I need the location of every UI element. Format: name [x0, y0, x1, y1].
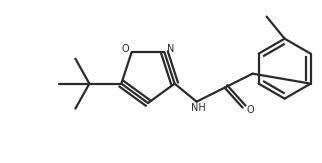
Text: O: O — [247, 105, 254, 115]
Text: NH: NH — [191, 103, 206, 113]
Text: O: O — [122, 44, 129, 54]
Text: N: N — [167, 44, 174, 54]
